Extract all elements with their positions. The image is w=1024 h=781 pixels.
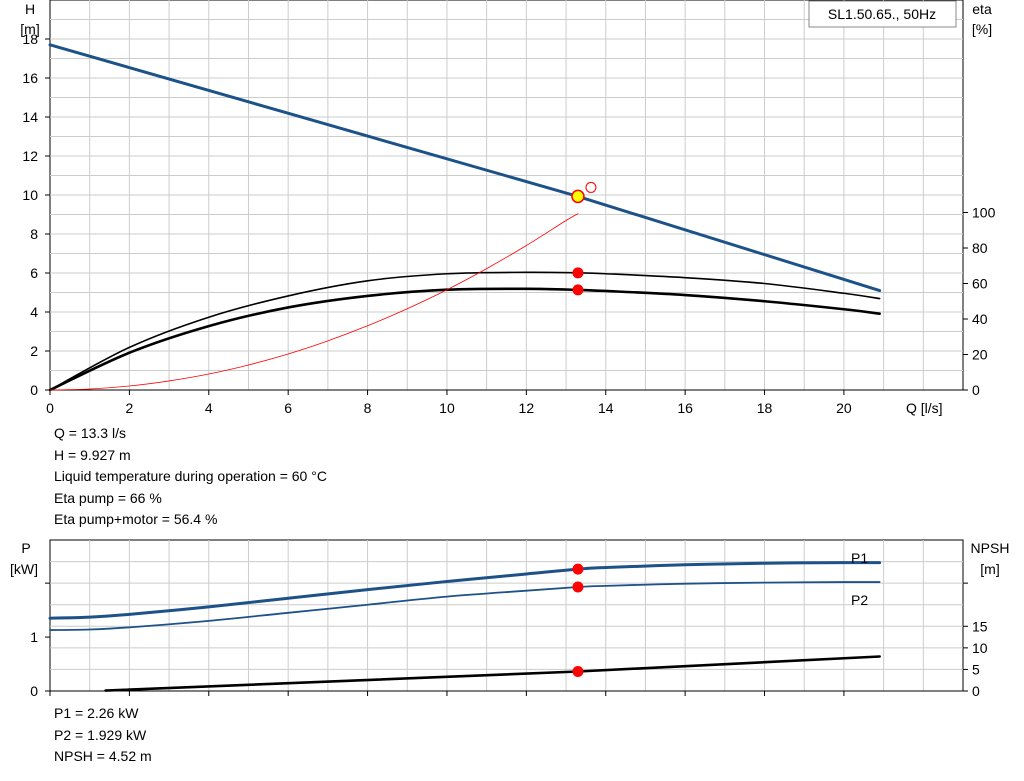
p2-operating-point: [572, 581, 584, 593]
top-y-left-tick-label: 8: [30, 226, 38, 242]
top-y-left-axis-label: H: [25, 1, 35, 17]
top-y-left-tick-label: 12: [22, 148, 38, 164]
readout-p2: P2 = 1.929 kW: [54, 726, 147, 743]
top-y-right-tick-label: 80: [972, 240, 988, 256]
readout-p1: P1 = 2.26 kW: [54, 705, 139, 721]
eta-pump-motor-operating-point: [572, 284, 584, 296]
readout-eta-pump: Eta pump = 66 %: [54, 489, 162, 506]
npsh-operating-point: [572, 665, 584, 677]
eta-pump-motor-curve: [48, 287, 881, 392]
top-y-right-axis-unit: [%]: [972, 21, 992, 37]
bottom-y-left-axis-unit: [kW]: [10, 561, 38, 577]
readout-head: H = 9.927 m: [54, 446, 131, 463]
p2-curve-label: P2: [851, 592, 868, 608]
readout-bottom: P1 = 2.26 kW P2 = 1.929 kW NPSH = 4.52 m: [54, 703, 152, 768]
top-x-tick-label: 0: [46, 400, 54, 416]
readout-flow: Q = 13.3 l/s: [54, 425, 126, 441]
top-x-tick-label: 20: [836, 400, 852, 416]
bottom-y-left-axis-label: P: [21, 540, 30, 556]
top-x-tick-label: 10: [439, 400, 455, 416]
top-x-tick-label: 14: [598, 400, 614, 416]
bottom-y-right-tick-label: 10: [972, 640, 988, 656]
top-y-left-tick-label: 16: [22, 70, 38, 86]
top-y-left-tick-label: 14: [22, 109, 38, 125]
p1-curve-label: P1: [851, 550, 868, 566]
top-y-right-axis-label: eta: [972, 1, 992, 17]
p1-operating-point: [572, 563, 584, 575]
top-y-left-tick-label: 4: [30, 304, 38, 320]
top-x-tick-label: 2: [125, 400, 133, 416]
p1-curve: [48, 561, 882, 620]
top-y-left-tick-label: 0: [30, 382, 38, 398]
top-y-right-tick-label: 0: [972, 382, 980, 398]
top-x-tick-label: 8: [364, 400, 372, 416]
top-y-left-tick-label: 6: [30, 265, 38, 281]
top-x-tick-label: 4: [205, 400, 213, 416]
p2-curve: [49, 581, 881, 631]
head-operating-point: [571, 189, 585, 204]
top-y-right-tick-label: 100: [972, 205, 996, 221]
top-y-left-tick-label: 18: [22, 31, 38, 47]
top-x-tick-label: 6: [284, 400, 292, 416]
curve-title: SL1.50.65., 50Hz: [828, 6, 936, 22]
top-x-tick-label: 12: [519, 400, 535, 416]
top-x-axis-label: Q [l/s]: [906, 400, 943, 416]
top-y-left-tick-label: 10: [22, 187, 38, 203]
bottom-y-left-tick-label: 0: [30, 683, 38, 699]
bottom-y-right-tick-label: 15: [972, 618, 988, 634]
bottom-y-right-tick-label: 5: [972, 661, 980, 677]
curve-title-box: [808, 0, 957, 28]
readout-npsh: NPSH = 4.52 m: [54, 748, 152, 764]
top-y-right-tick-label: 60: [972, 276, 988, 292]
top-y-left-axis-unit: [m]: [20, 21, 39, 37]
system-curve: [49, 213, 579, 391]
top-y-right-tick-label: 20: [972, 347, 988, 363]
readout-eta-pump-motor: Eta pump+motor = 56.4 %: [54, 511, 218, 527]
top-x-tick-label: 18: [757, 400, 773, 416]
readout-top: Q = 13.3 l/s H = 9.927 m Liquid temperat…: [54, 423, 327, 531]
bottom-y-right-tick-label: 0: [972, 683, 980, 699]
bottom-y-right-axis-label: NPSH: [971, 540, 1010, 556]
bottom-plot-frame: [49, 539, 964, 692]
operating-point-marker-ring: [585, 181, 597, 193]
readout-liquid-temperature: Liquid temperature during operation = 60…: [54, 468, 327, 484]
top-x-tick-label: 16: [677, 400, 693, 416]
bottom-y-left-tick-label: 1: [30, 629, 38, 645]
eta-pump-operating-point: [572, 267, 584, 279]
bottom-y-right-axis-unit: [m]: [980, 561, 999, 577]
top-y-right-tick-label: 40: [972, 311, 988, 327]
top-y-left-tick-label: 2: [30, 343, 38, 359]
eta-pump-curve: [49, 271, 881, 391]
